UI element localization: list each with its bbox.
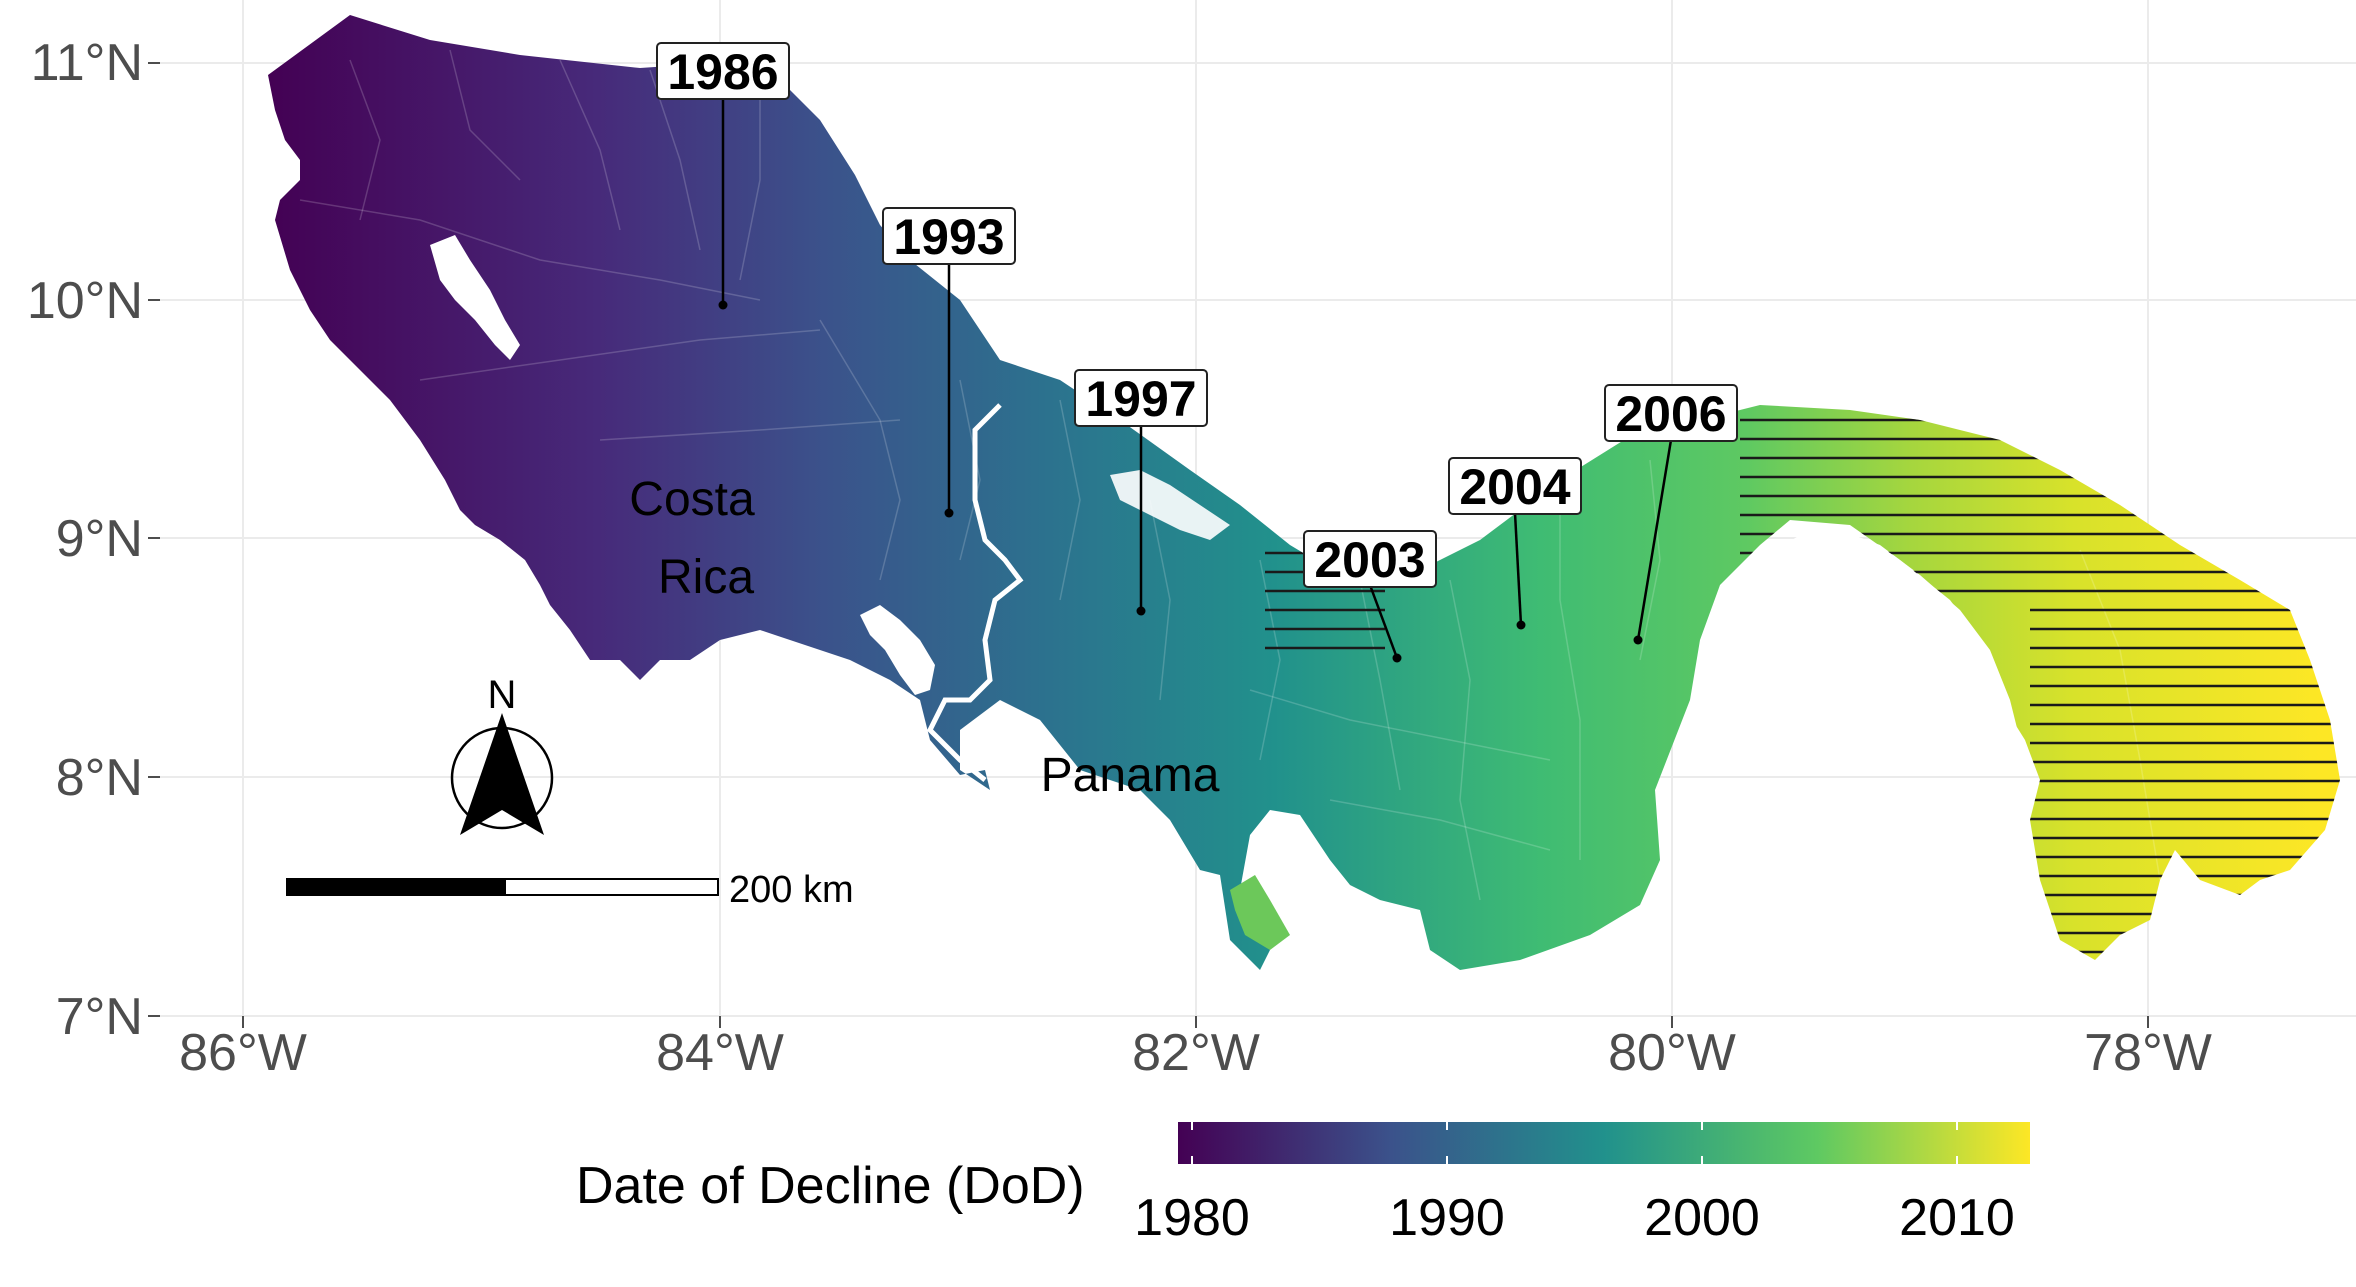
north-arrow: N [450, 673, 554, 835]
annotation-label-1997: 1997 [1085, 371, 1196, 427]
north-arrow-icon [460, 713, 544, 835]
annotation-2006: 2006 [1604, 384, 1738, 645]
lon-label-78: 78°W [2084, 1024, 2212, 1082]
lon-label-82: 82°W [1132, 1024, 1260, 1082]
legend-tick-2000: 2000 [1644, 1189, 1760, 1247]
lon-label-80: 80°W [1608, 1024, 1736, 1082]
annotation-label-2004: 2004 [1459, 459, 1570, 515]
annotation-label-2006: 2006 [1615, 386, 1726, 442]
lat-label-9: 9°N [56, 510, 143, 568]
legend-tick-1990: 1990 [1389, 1189, 1505, 1247]
gulf-of-nicoya [430, 235, 520, 360]
legend-colorbar [1178, 1122, 2030, 1164]
gulf-of-panama [1725, 530, 2020, 760]
annotation-point-2004 [1516, 620, 1526, 630]
annotation-label-1986: 1986 [667, 44, 778, 100]
annotation-point-1986 [718, 300, 728, 310]
annotation-1986: 1986 [656, 42, 790, 310]
landmass [268, 15, 2340, 970]
annotation-2004: 2004 [1448, 457, 1582, 630]
lon-label-84: 84°W [656, 1024, 784, 1082]
legend-title: Date of Decline (DoD) [576, 1157, 1085, 1215]
legend: Date of Decline (DoD) 1980 1990 2000 201… [576, 1122, 2030, 1247]
annotation-point-2006 [1633, 635, 1643, 645]
lon-label-86: 86°W [179, 1024, 307, 1082]
legend-tick-2010: 2010 [1899, 1189, 2015, 1247]
lat-label-7: 7°N [56, 988, 143, 1046]
annotation-point-2003 [1392, 653, 1402, 663]
lat-label-10: 10°N [27, 272, 143, 330]
country-label-rica: Rica [658, 551, 754, 604]
annotation-1993: 1993 [882, 207, 1016, 518]
osa-peninsula [860, 605, 935, 695]
coiba-island [1230, 875, 1290, 950]
annotation-label-1993: 1993 [893, 209, 1004, 265]
north-arrow-label: N [488, 673, 517, 717]
legend-tick-1980: 1980 [1134, 1189, 1250, 1247]
scale-bar-label: 200 km [729, 869, 854, 911]
annotation-label-2003: 2003 [1314, 532, 1425, 588]
scale-bar: 200 km [286, 869, 854, 911]
lat-label-8: 8°N [56, 749, 143, 807]
annotation-2003: 2003 [1303, 530, 1437, 663]
country-label-costa: Costa [629, 473, 755, 526]
annotation-point-1997 [1136, 606, 1146, 616]
country-border [926, 403, 1024, 782]
annotation-point-1993 [944, 508, 954, 518]
country-label-panama: Panama [1041, 749, 1220, 802]
lat-label-11: 11°N [31, 34, 143, 92]
axis-ticks [148, 62, 2149, 1028]
annotation-1997: 1997 [1074, 369, 1208, 616]
